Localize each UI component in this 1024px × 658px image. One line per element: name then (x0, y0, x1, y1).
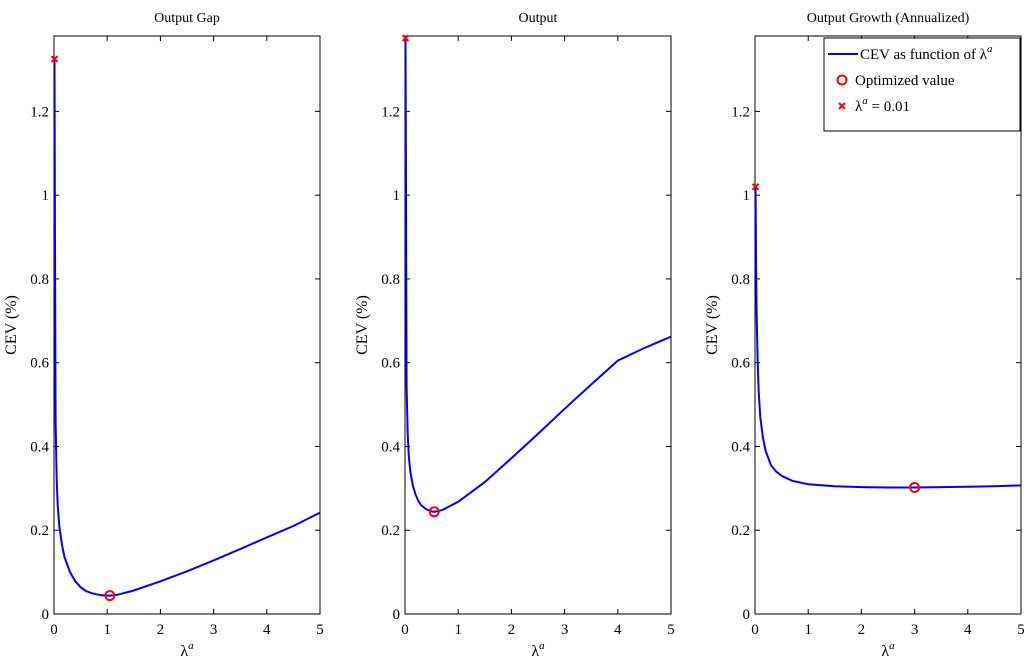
panel-1: Output Gap 0 1 2 3 4 5 0 0.2 0.4 0.6 0.8 1 1.2 λa CEV (… (3, 11, 324, 658)
cev-curve (405, 38, 671, 513)
x-tick-label: 1 (804, 622, 812, 638)
y-tick-label: 0 (743, 607, 751, 623)
optimized-value-marker (428, 506, 440, 518)
optimized-value-marker (104, 590, 116, 602)
x-tick-label: 0 (401, 622, 409, 638)
y-tick-label: 0.4 (381, 439, 400, 455)
legend-entry: CEV as function of λa (860, 43, 993, 63)
x-tick-label: 0 (751, 622, 759, 638)
y-tick-label: 0.4 (731, 439, 750, 455)
y-tick-label: 0.4 (30, 439, 49, 455)
x-axis-label-sup: a (889, 640, 895, 652)
legend-x-swatch (838, 102, 846, 110)
x-tick-label: 1 (103, 622, 111, 638)
y-tick-label: 1 (393, 188, 401, 204)
y-tick-label: 0.8 (731, 272, 750, 288)
x-axis-label-text: λ (531, 643, 539, 658)
lambda-0.01-marker (401, 34, 410, 42)
legend-circle-swatch (836, 74, 848, 86)
y-tick-label: 1 (743, 188, 751, 204)
x-tick-label: 3 (561, 622, 569, 638)
x-axis-label: λa (881, 640, 895, 658)
y-tick-label: 0.6 (30, 356, 49, 372)
x-axis-label: λa (531, 640, 545, 658)
chart-title: Output (519, 11, 558, 26)
x-axis-label-text: λ (881, 643, 889, 658)
cev-curve (755, 186, 1021, 489)
x-tick-label: 4 (263, 622, 271, 638)
axes-box (53, 35, 321, 615)
x-tick-label: 0 (50, 622, 58, 638)
panel-3: Output Growth (Annualized) 0 1 2 3 4 5 0 0.2 0.4 0… (704, 11, 1024, 658)
x-tick-label: 5 (667, 622, 675, 638)
x-tick-label: 3 (911, 622, 919, 638)
panel-2: Output 0 1 2 3 4 5 0 0.2 0.4 0.6 0.8 1 1.2 λa CEV (%) (354, 11, 675, 658)
x-tick-label: 2 (858, 622, 866, 638)
y-tick-label: 0 (42, 607, 50, 623)
x-tick-label: 4 (614, 622, 622, 638)
x-tick-label: 5 (316, 622, 324, 638)
legend-entry-suffix: = 0.01 (868, 99, 910, 115)
legend-entry-sup: a (862, 95, 868, 107)
y-tick-label: 0.2 (30, 523, 49, 539)
y-tick-label: 1.2 (30, 104, 49, 120)
legend-entry: λa = 0.01 (855, 95, 910, 115)
x-axis-label-sup: a (188, 640, 194, 652)
x-axis-label: λa (180, 640, 194, 658)
y-tick-label: 1 (42, 188, 50, 204)
legend-entry: Optimized value (855, 73, 955, 89)
y-axis-label: CEV (%) (354, 295, 371, 355)
x-tick-label: 3 (210, 622, 218, 638)
chart-title: Output Growth (Annualized) (807, 11, 970, 26)
y-tick-label: 1.2 (731, 104, 750, 120)
y-tick-label: 0.6 (731, 356, 750, 372)
y-tick-label: 1.2 (381, 104, 400, 120)
y-tick-label: 0.8 (30, 272, 49, 288)
lambda-0.01-marker (751, 183, 760, 191)
x-tick-label: 1 (454, 622, 462, 638)
x-tick-label: 2 (508, 622, 516, 638)
legend-entry-sup: a (987, 43, 993, 55)
cev-curve (54, 58, 320, 597)
axes-box (404, 35, 672, 615)
x-axis-label-text: λ (180, 643, 188, 658)
y-axis-label: CEV (%) (3, 295, 20, 355)
chart-title: Output Gap (154, 11, 220, 26)
x-tick-label: 2 (157, 622, 165, 638)
y-axis-label: CEV (%) (704, 295, 721, 355)
x-tick-label: 4 (964, 622, 972, 638)
optimized-value-marker (909, 482, 921, 494)
y-tick-label: 0 (393, 607, 401, 623)
lambda-0.01-marker (50, 55, 59, 63)
axes-box (754, 35, 1022, 615)
y-tick-label: 0.8 (381, 272, 400, 288)
y-tick-label: 0.2 (381, 523, 400, 539)
x-tick-label: 5 (1017, 622, 1024, 638)
legend-entry-text: λ (855, 99, 863, 115)
x-axis-label-sup: a (539, 640, 545, 652)
y-tick-label: 0.2 (731, 523, 750, 539)
y-tick-label: 0.6 (381, 356, 400, 372)
legend-entry-text: CEV as function of λ (860, 47, 988, 63)
legend-entry-text: Optimized value (855, 73, 955, 89)
